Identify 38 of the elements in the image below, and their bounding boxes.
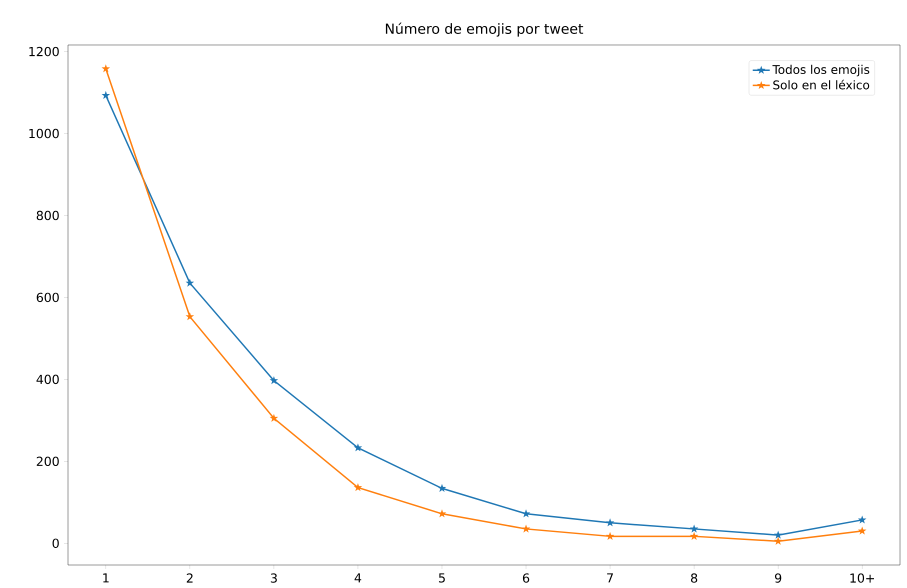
- y-tick-label: 400: [36, 374, 59, 384]
- point: [438, 484, 446, 492]
- y-tick-label: 1200: [29, 46, 59, 56]
- legend-label: Todos los emojis: [772, 64, 870, 76]
- y-tick-label: 800: [36, 210, 59, 220]
- x-tick-label: 6: [522, 573, 530, 583]
- y-tick-label: 0: [52, 538, 59, 548]
- point: [522, 524, 530, 533]
- x-tick-label: 7: [607, 573, 613, 582]
- point: [186, 278, 194, 287]
- x-tick-label: 10+: [850, 573, 874, 583]
- point: [102, 64, 110, 72]
- point: [774, 536, 782, 545]
- point: [690, 532, 698, 540]
- x-tick-label: 5: [438, 573, 445, 583]
- y-tick-label: 200: [36, 456, 59, 466]
- x-tick-label: 2: [186, 573, 193, 583]
- point: [270, 376, 278, 384]
- x-tick-label: 3: [270, 573, 277, 583]
- x-tick-label: 1: [103, 573, 109, 582]
- y-tick-label: 600: [36, 292, 59, 302]
- point: [774, 530, 782, 539]
- point: [858, 526, 866, 535]
- x-tick-label: 4: [354, 573, 362, 582]
- point: [186, 312, 194, 320]
- point: [858, 515, 866, 524]
- point: [606, 532, 614, 540]
- point: [270, 414, 278, 422]
- point: [354, 443, 362, 452]
- x-tick-label: 8: [690, 573, 698, 583]
- point: [690, 524, 698, 533]
- chart-title: Número de emojis por tweet: [386, 22, 584, 37]
- x-tick-label: 9: [774, 573, 782, 583]
- point: [102, 90, 110, 100]
- point: [354, 483, 362, 492]
- y-tick-label: 1000: [29, 128, 59, 138]
- legend-label: Solo en el léxico: [773, 80, 870, 90]
- point: [606, 518, 614, 526]
